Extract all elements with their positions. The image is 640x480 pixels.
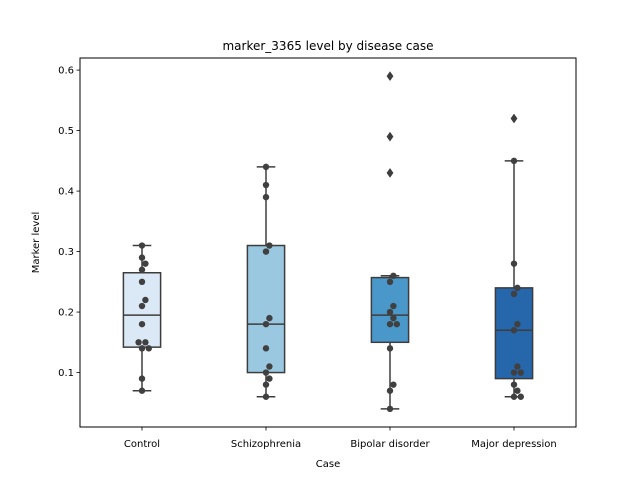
data-point — [138, 278, 146, 286]
data-point — [514, 284, 521, 292]
data-point — [138, 302, 146, 310]
x-axis-label: Case — [316, 459, 340, 470]
data-point — [138, 266, 146, 273]
outlier-marker — [386, 131, 394, 142]
data-point — [266, 242, 273, 249]
data-point — [510, 327, 518, 334]
x-tick-label: Schizophrenia — [231, 439, 301, 450]
x-tick-label: Major depression — [471, 439, 557, 450]
data-point — [390, 381, 397, 388]
data-point — [510, 393, 518, 400]
y-tick-label: 0.4 — [58, 187, 74, 198]
y-axis-label: Marker level — [31, 212, 42, 274]
data-point — [386, 308, 394, 316]
x-tick-label: Control — [124, 439, 160, 450]
data-point — [510, 260, 518, 267]
data-point — [390, 314, 397, 322]
data-point — [262, 163, 270, 171]
data-point — [138, 254, 146, 261]
data-point — [262, 181, 270, 189]
data-point — [142, 260, 149, 267]
y-tick-label: 0.1 — [58, 368, 74, 379]
data-point — [514, 363, 521, 370]
outlier-marker — [510, 113, 518, 124]
data-point — [138, 242, 146, 249]
data-point — [386, 320, 394, 328]
plot-area — [122, 71, 534, 413]
data-point — [138, 387, 146, 394]
data-point — [262, 381, 270, 388]
data-point — [390, 302, 397, 310]
y-tick-label: 0.2 — [58, 308, 74, 319]
data-point — [142, 296, 149, 304]
data-point — [262, 369, 270, 376]
data-point — [510, 290, 518, 298]
data-point — [262, 393, 270, 400]
data-point — [393, 320, 400, 328]
y-tick-label: 0.3 — [58, 247, 74, 258]
plot-frame — [79, 57, 577, 428]
box-iqr — [246, 244, 286, 374]
data-point — [266, 314, 273, 322]
data-point — [510, 369, 518, 376]
y-tick-label: 0.5 — [58, 126, 74, 137]
data-point — [138, 345, 146, 352]
data-point — [135, 339, 142, 346]
x-axis: Control Schizophrenia Bipolar disorder Majo… — [124, 427, 557, 450]
data-point — [142, 339, 149, 346]
data-point — [514, 387, 521, 394]
x-tick-label: Bipolar disorder — [350, 439, 430, 450]
data-point — [514, 320, 521, 328]
data-point — [262, 248, 270, 255]
data-point — [138, 375, 146, 382]
data-point — [386, 345, 394, 352]
outlier-marker — [386, 71, 394, 82]
box-iqr — [122, 271, 162, 348]
data-point — [510, 381, 518, 388]
data-point — [266, 375, 273, 382]
data-point — [517, 369, 524, 376]
y-tick-label: 0.6 — [58, 66, 74, 77]
data-point — [138, 320, 146, 328]
chart-title: marker_3365 level by disease case — [222, 39, 433, 53]
outlier-marker — [386, 167, 394, 178]
data-point — [386, 278, 394, 286]
data-point — [262, 193, 270, 201]
data-point — [262, 345, 270, 352]
y-axis: 0.1 0.2 0.3 0.4 0.5 0.6 — [58, 66, 80, 379]
data-point — [386, 405, 394, 413]
data-point — [262, 320, 270, 328]
data-point — [517, 393, 524, 400]
data-point — [390, 272, 397, 279]
data-point — [386, 387, 394, 394]
data-point — [266, 363, 273, 370]
data-point — [510, 157, 518, 165]
data-point — [145, 345, 152, 352]
